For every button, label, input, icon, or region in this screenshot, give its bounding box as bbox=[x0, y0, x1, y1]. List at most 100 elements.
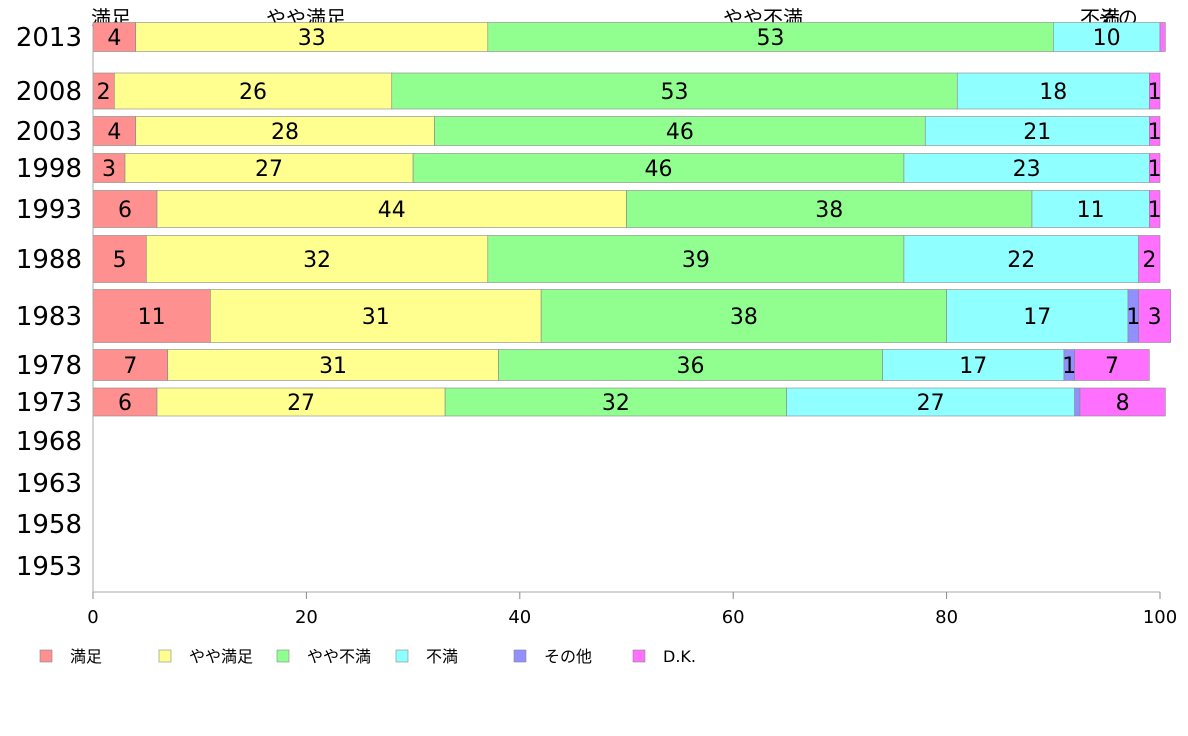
data-label: 4 bbox=[107, 26, 121, 51]
y-tick-label: 1953 bbox=[16, 552, 82, 582]
x-tick-label: 40 bbox=[508, 607, 531, 628]
bar-segment bbox=[1138, 235, 1161, 283]
y-axis: 2013 2008 2003 1998 1993 1988 1983 1978 1973 1968… bbox=[16, 23, 82, 582]
data-label: 2 bbox=[1142, 248, 1156, 273]
y-tick-label: 1978 bbox=[16, 351, 82, 381]
legend-label: 満足 bbox=[70, 647, 102, 666]
data-label: 2 bbox=[97, 80, 111, 105]
bar-segment bbox=[92, 190, 158, 228]
data-label: 33 bbox=[298, 26, 326, 51]
y-tick-label: 1973 bbox=[16, 388, 82, 418]
bar-segment bbox=[786, 387, 1075, 417]
data-label: 53 bbox=[757, 26, 785, 51]
bar-segment bbox=[1149, 190, 1161, 228]
data-label: 1 bbox=[1062, 354, 1076, 379]
legend-swatch bbox=[632, 649, 646, 663]
bar-segment bbox=[487, 22, 1054, 52]
data-label: 44 bbox=[378, 198, 406, 223]
data-label: 7 bbox=[123, 354, 137, 379]
data-label: 38 bbox=[815, 198, 843, 223]
data-label: 36 bbox=[677, 354, 705, 379]
bar-segment bbox=[1031, 190, 1150, 228]
data-label: 27 bbox=[287, 391, 315, 416]
bar-segment bbox=[1149, 153, 1161, 183]
data-label: 5 bbox=[113, 248, 127, 273]
data-label: 23 bbox=[1013, 157, 1041, 182]
data-label: 11 bbox=[1077, 198, 1105, 223]
data-label: 8 bbox=[1116, 391, 1130, 416]
legend-swatch bbox=[158, 649, 172, 663]
x-tick-label: 0 bbox=[87, 607, 98, 628]
bar-segment bbox=[1053, 22, 1161, 52]
data-label: 17 bbox=[959, 354, 987, 379]
data-label: 27 bbox=[255, 157, 283, 182]
data-label: 1 bbox=[1148, 157, 1162, 182]
legend-label: D.K. bbox=[663, 647, 696, 666]
data-label: 7 bbox=[1105, 354, 1119, 379]
data-label: 4 bbox=[107, 120, 121, 145]
x-tick-label: 20 bbox=[295, 607, 318, 628]
data-label: 11 bbox=[138, 305, 166, 330]
bar-segment bbox=[498, 349, 883, 381]
data-label: 21 bbox=[1023, 120, 1051, 145]
plot-area: 4 33 53 102 26 53 18 14 28 46 21 13 27 46 23 16 44 38 11 15… bbox=[92, 22, 1171, 417]
data-label: 3 bbox=[102, 157, 116, 182]
data-label: 31 bbox=[362, 305, 390, 330]
data-label: 6 bbox=[118, 198, 132, 223]
bar-segment bbox=[540, 289, 947, 343]
legend-swatch bbox=[513, 649, 527, 663]
bar-segment bbox=[1074, 349, 1150, 381]
y-tick-label: 2003 bbox=[16, 117, 82, 147]
bar-segment bbox=[946, 289, 1129, 343]
data-label: 6 bbox=[118, 391, 132, 416]
bar-segment bbox=[1138, 289, 1171, 343]
y-tick-label: 1963 bbox=[16, 469, 82, 499]
data-label: 46 bbox=[666, 120, 694, 145]
bar-segment bbox=[924, 116, 1150, 146]
bar-segment bbox=[135, 116, 435, 146]
legend: 満足 やや満足 やや不満 不満 その他 D.K. bbox=[39, 647, 696, 666]
data-label: 26 bbox=[239, 80, 267, 105]
legend-label: やや満足 bbox=[189, 647, 253, 666]
bar-segment bbox=[956, 72, 1150, 110]
bar-segment bbox=[412, 153, 905, 183]
bar-segment bbox=[92, 289, 211, 343]
data-label: 32 bbox=[303, 248, 331, 273]
data-label: 17 bbox=[1023, 305, 1051, 330]
legend-label: やや不満 bbox=[307, 647, 371, 666]
data-label: 27 bbox=[917, 391, 945, 416]
x-axis: 0 20 40 60 80 100 bbox=[87, 30, 1177, 628]
data-label: 1 bbox=[1126, 305, 1140, 330]
data-label: 28 bbox=[271, 120, 299, 145]
bar-segment bbox=[882, 349, 1065, 381]
data-label: 31 bbox=[319, 354, 347, 379]
data-label: 1 bbox=[1148, 198, 1162, 223]
bar-segment bbox=[156, 387, 446, 417]
bar-segment bbox=[626, 190, 1033, 228]
y-tick-label: 1988 bbox=[16, 245, 82, 275]
bar-segment bbox=[146, 235, 489, 283]
y-tick-label: 2008 bbox=[16, 77, 82, 107]
bar-segment bbox=[1149, 116, 1161, 146]
data-label: 46 bbox=[645, 157, 673, 182]
bar-segment bbox=[444, 387, 787, 417]
y-tick-label: 1993 bbox=[16, 195, 82, 225]
y-tick-label: 2013 bbox=[16, 23, 82, 53]
bar-segment bbox=[210, 289, 542, 343]
data-label: 3 bbox=[1148, 305, 1162, 330]
bar-segment bbox=[391, 72, 958, 110]
legend-swatch bbox=[276, 649, 290, 663]
legend-label: その他 bbox=[544, 647, 592, 666]
data-label: 1 bbox=[1148, 120, 1162, 145]
y-tick-label: 1958 bbox=[16, 510, 82, 540]
bar-segment bbox=[1149, 72, 1161, 110]
legend-label: 不満 bbox=[426, 647, 458, 666]
bar-segment bbox=[156, 190, 627, 228]
data-label: 22 bbox=[1007, 248, 1035, 273]
data-label: 10 bbox=[1093, 26, 1121, 51]
bar-segment bbox=[1079, 387, 1166, 417]
bar-segment bbox=[92, 349, 168, 381]
data-label: 32 bbox=[602, 391, 630, 416]
data-label: 18 bbox=[1039, 80, 1067, 105]
